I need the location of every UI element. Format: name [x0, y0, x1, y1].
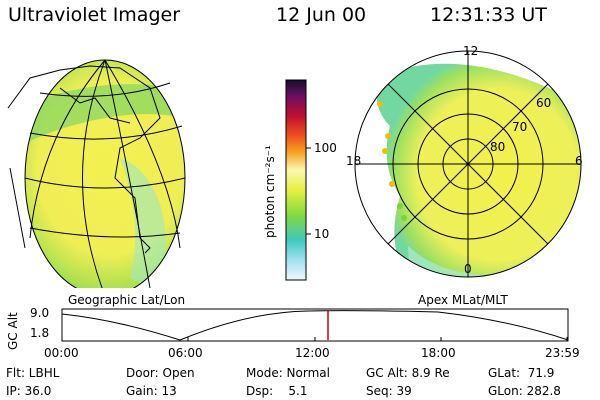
ip-info: IP: 36.0 [6, 384, 52, 398]
mlat-label-70: 70 [512, 120, 528, 134]
time-tick-0000: 00:00 [44, 346, 79, 360]
geographic-panel-label: Geographic Lat/Lon [68, 293, 186, 307]
image-date: 12 Jun 00 [276, 4, 367, 26]
time-tick-2359: 23:59 [545, 346, 580, 360]
colorbar-unit-label: photon cm⁻²s⁻¹ [263, 145, 277, 238]
colorbar-tick-10: 10 [314, 227, 330, 241]
mlt-label-6: 6 [575, 154, 583, 168]
mlat-label-60: 60 [536, 96, 552, 110]
instrument-title: Ultraviolet Imager [8, 4, 181, 26]
geographic-image [7, 59, 186, 288]
altitude-plot [61, 308, 569, 342]
gc-alt-info: GC Alt: 8.9 Re [366, 366, 450, 380]
dsp-info: Dsp: 5.1 [246, 384, 308, 398]
glat-info: GLat: 71.9 [488, 366, 555, 380]
colorbar [285, 79, 311, 281]
image-time: 12:31:33 UT [430, 4, 547, 26]
filter-info: Flt: LBHL [6, 366, 60, 380]
mlt-label-18: 18 [346, 154, 362, 168]
mlt-label-12: 12 [463, 44, 479, 58]
time-tick-0600: 06:00 [168, 346, 203, 360]
apex-panel-label: Apex MLat/MLT [418, 293, 508, 307]
altitude-axis-label: GC Alt [6, 312, 20, 350]
door-info: Door: Open [126, 366, 195, 380]
glon-info: GLon: 282.8 [488, 384, 561, 398]
time-tick-1200: 12:00 [295, 346, 330, 360]
seq-info: Seq: 39 [366, 384, 412, 398]
gain-info: Gain: 13 [126, 384, 177, 398]
colorbar-tick-100: 100 [314, 141, 337, 155]
time-tick-1800: 18:00 [421, 346, 456, 360]
altitude-tick-9: 9.0 [30, 306, 50, 320]
apex-polar-image [354, 50, 582, 278]
mlat-label-80: 80 [490, 140, 506, 154]
mode-info: Mode: Normal [246, 366, 330, 380]
mlt-label-0: 0 [464, 262, 472, 276]
altitude-tick-1-8: 1.8 [30, 326, 50, 340]
